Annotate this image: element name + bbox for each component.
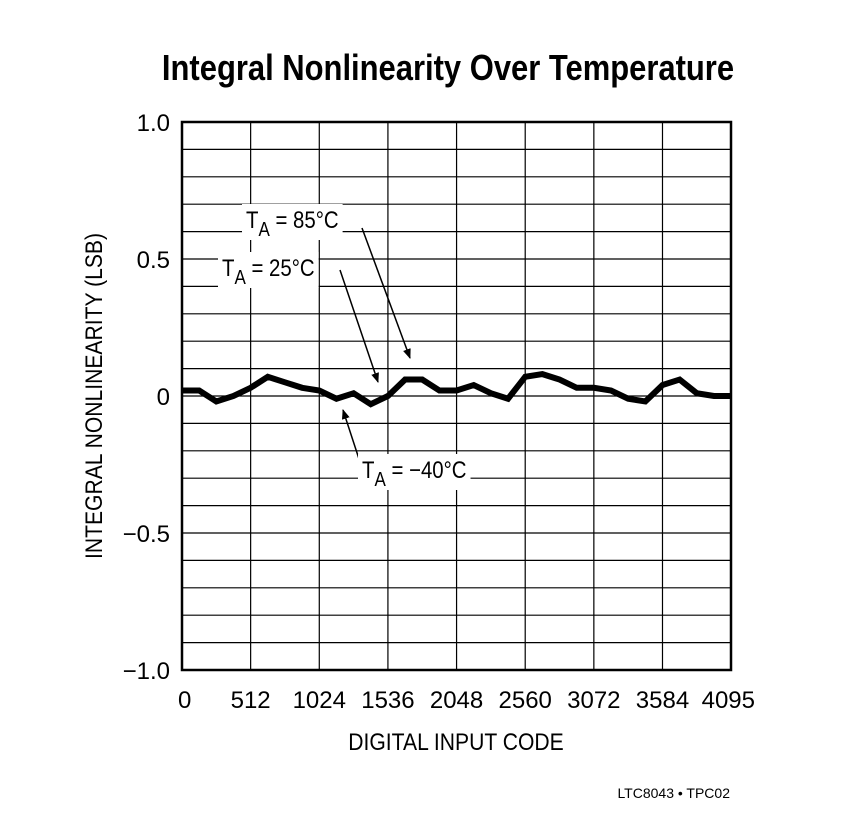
annotation-subscript: A	[258, 218, 270, 241]
x-tick-label: 3072	[567, 687, 620, 714]
annotation-arrow	[339, 269, 379, 383]
y-tick-label: 0	[157, 384, 170, 411]
annotation: TA = 25°C	[222, 254, 315, 288]
y-tick-label: 0.5	[137, 247, 170, 274]
x-tick-label: 2048	[430, 687, 483, 714]
annotation-arrow	[361, 227, 411, 359]
chart-title: Integral Nonlinearity Over Temperature	[162, 49, 734, 89]
x-tick-label: 0	[178, 687, 191, 714]
x-tick-label: 3584	[636, 687, 689, 714]
x-axis-label: DIGITAL INPUT CODE	[348, 729, 563, 756]
annotation-part: = 85°C	[270, 206, 339, 233]
y-tick-label: 1.0	[137, 110, 170, 137]
x-tick-label: 4095	[702, 687, 755, 714]
annotation-part: T	[362, 456, 375, 483]
annotation: TA = 85°C	[246, 206, 339, 240]
footnote: LTC8043 • TPC02	[617, 785, 730, 801]
annotation-part: = −40°C	[386, 456, 467, 483]
annotation-part: = 25°C	[246, 254, 315, 281]
data-line	[182, 371, 731, 408]
y-tick-label: −1.0	[123, 658, 170, 685]
annotation-arrow	[341, 409, 361, 463]
annotation-bg	[358, 454, 471, 490]
annotation-part: T	[246, 206, 259, 233]
y-axis-label: INTEGRAL NONLINEARITY (LSB)	[81, 233, 108, 559]
annotation-subscript: A	[234, 266, 246, 289]
annotation-bg	[218, 252, 319, 288]
annotation: TA = −40°C	[362, 456, 467, 490]
annotation-subscript: A	[374, 468, 386, 491]
x-tick-label: 1536	[361, 687, 414, 714]
annotation-part: T	[222, 254, 235, 281]
x-tick-label: 1024	[293, 687, 346, 714]
x-tick-label: 512	[231, 687, 271, 714]
y-tick-label: −0.5	[123, 521, 170, 548]
x-tick-label: 2560	[499, 687, 552, 714]
annotation-bg	[242, 204, 343, 240]
